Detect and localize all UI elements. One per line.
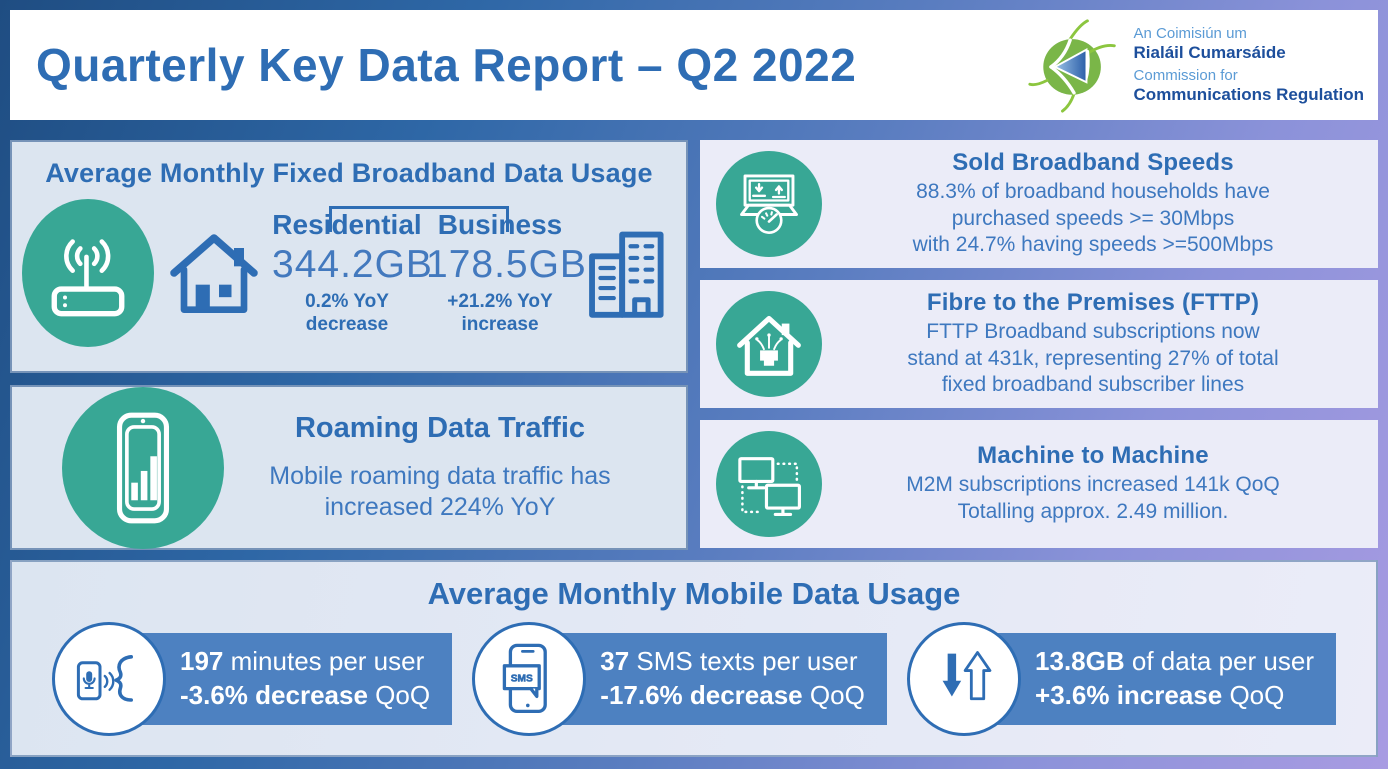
stat-voice-minutes: 197 minutes per user -3.6% decrease QoQ [52, 622, 453, 736]
roaming-title: Roaming Data Traffic [294, 411, 586, 444]
fttp-body: FTTP Broadband subscriptions now stand a… [907, 319, 1279, 397]
down-up-arrows-icon [907, 622, 1022, 736]
business-label: Business [437, 209, 563, 241]
comreg-logo-text: An Coimisiún um Rialáil Cumarsáide Commi… [1133, 25, 1364, 104]
panel-fixed-broadband: Average Monthly Fixed Broadband Data Usa… [10, 140, 688, 373]
office-building-icon [589, 231, 664, 318]
business-change: +21.2% YoY increase [447, 291, 553, 335]
connected-monitors-icon [716, 431, 822, 537]
logo-line-irish-1: An Coimisiún um [1133, 25, 1247, 43]
fixed-broadband-title: Average Monthly Fixed Broadband Data Usa… [45, 158, 653, 188]
stat-data-bar: 13.8GB of data per user +3.6% increase Q… [963, 633, 1336, 725]
house-icon [170, 234, 258, 313]
stat-voice-bar: 197 minutes per user -3.6% decrease QoQ [108, 633, 453, 725]
business-value: 178.5GB [426, 243, 587, 287]
business-stat: Business 178.5GB +21.2% YoY increase [426, 209, 587, 337]
roaming-body: Mobile roaming data traffic has increase… [269, 461, 611, 521]
panel-m2m: Machine to Machine M2M subscriptions inc… [700, 420, 1378, 548]
svg-text:SMS: SMS [511, 673, 533, 684]
panel-fttp: Fibre to the Premises (FTTP) FTTP Broadb… [700, 280, 1378, 408]
sold-speeds-body: 88.3% of broadband households have purch… [912, 179, 1274, 257]
residential-label: Residential [272, 209, 422, 241]
bracket-connector [329, 206, 509, 232]
page-title: Quarterly Key Data Report – Q2 2022 [36, 39, 857, 91]
laptop-speedtest-icon [716, 151, 822, 257]
comreg-logo: An Coimisiún um Rialáil Cumarsáide Commi… [1026, 17, 1378, 113]
comreg-logo-icon [1027, 19, 1116, 113]
fttp-title: Fibre to the Premises (FTTP) [926, 288, 1260, 316]
phone-voice-call-icon [52, 622, 166, 736]
m2m-title: Machine to Machine [977, 442, 1209, 470]
stat-sms-texts: SMS 37 SMS texts per user -17.6% decreas… [472, 622, 887, 736]
residential-value: 344.2GB [272, 243, 433, 287]
phone-signal-icon [62, 386, 224, 549]
logo-line-en-2: Communications Regulation [1133, 84, 1364, 104]
stat-sms-bar: 37 SMS texts per user -17.6% decrease Qo… [528, 633, 887, 725]
stat-data-usage: 13.8GB of data per user +3.6% increase Q… [907, 622, 1336, 736]
m2m-body: M2M subscriptions increased 141k QoQ Tot… [906, 473, 1280, 523]
wifi-router-icon [22, 199, 154, 347]
header: Quarterly Key Data Report – Q2 2022 [10, 10, 1378, 120]
phone-sms-icon: SMS [472, 622, 587, 736]
fibre-house-icon [716, 291, 822, 397]
mobile-usage-title: Average Monthly Mobile Data Usage [427, 576, 961, 611]
panel-mobile-usage: Average Monthly Mobile Data Usage 197 mi… [10, 560, 1378, 757]
residential-change: 0.2% YoY decrease [305, 291, 389, 335]
panel-roaming: Roaming Data Traffic Mobile roaming data… [10, 385, 688, 550]
panel-sold-speeds: Sold Broadband Speeds 88.3% of broadband… [700, 140, 1378, 268]
logo-line-en-1: Commission for [1133, 67, 1238, 84]
logo-line-irish-2: Rialáil Cumarsáide [1133, 42, 1286, 62]
sold-speeds-title: Sold Broadband Speeds [952, 148, 1234, 176]
residential-stat: Residential 344.2GB 0.2% YoY decrease [272, 209, 433, 337]
